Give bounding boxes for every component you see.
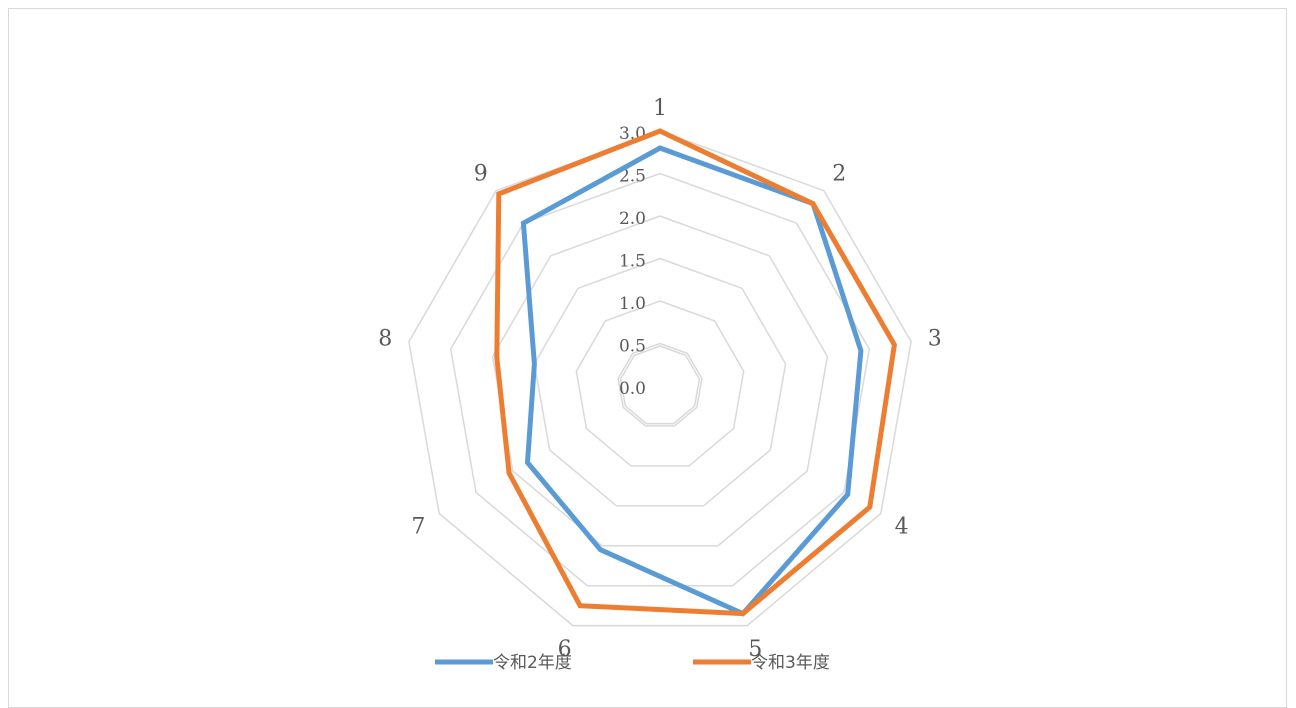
radial-tick-labels: 0.00.51.01.52.02.53.0 [619, 124, 646, 399]
tick-label: 1.0 [619, 294, 646, 314]
category-label: 5 [748, 637, 762, 662]
category-label: 2 [832, 161, 846, 186]
series-line [494, 128, 898, 617]
grid-ring [449, 172, 871, 587]
series-line [520, 145, 864, 617]
grid-ring [575, 300, 745, 467]
grid-ring [619, 345, 701, 425]
tick-label: 2.5 [619, 167, 646, 187]
grid-ring [408, 130, 912, 627]
legend-label: 令和3年度 [751, 653, 830, 673]
legend-label: 令和2年度 [493, 653, 572, 673]
category-label: 1 [653, 96, 667, 121]
category-labels: 1 2 3 4 5 6 7 8 9 [378, 96, 942, 662]
grid-ring [533, 257, 787, 507]
legend: 令和2年度 令和3年度 [435, 653, 830, 673]
category-label: 8 [378, 327, 392, 352]
grid-ring [491, 215, 829, 547]
category-label: 7 [411, 515, 425, 540]
tick-label: 1.5 [619, 252, 646, 272]
category-label: 6 [558, 637, 572, 662]
chart-area [8, 8, 1287, 708]
tick-label: 2.0 [619, 209, 646, 229]
category-label: 9 [474, 161, 488, 186]
radar-grid [408, 130, 912, 627]
series-group [494, 128, 898, 617]
category-label: 4 [895, 515, 909, 540]
grid-ring [617, 342, 703, 427]
tick-label: 0.0 [619, 379, 646, 399]
category-label: 3 [928, 327, 942, 352]
tick-label: 0.5 [619, 337, 646, 357]
